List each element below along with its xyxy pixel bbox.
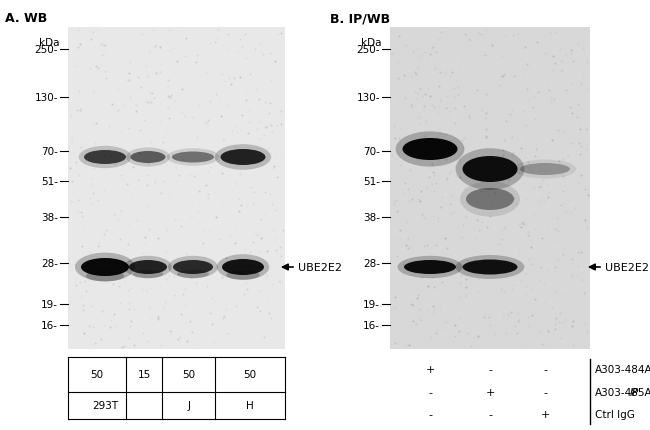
Text: kDa: kDa [361, 38, 382, 48]
Text: H: H [246, 401, 254, 411]
Text: -: - [428, 409, 432, 419]
Text: +: + [540, 409, 550, 419]
Ellipse shape [84, 150, 126, 165]
Text: 70-: 70- [41, 147, 58, 157]
Ellipse shape [168, 256, 218, 279]
Text: -: - [488, 409, 492, 419]
Text: 38-: 38- [363, 212, 380, 222]
Text: 130-: 130- [34, 93, 58, 103]
Ellipse shape [226, 270, 260, 280]
Text: A303-485A: A303-485A [595, 387, 650, 397]
Ellipse shape [86, 271, 124, 282]
Text: 16-: 16- [363, 320, 380, 330]
Bar [68, 28, 285, 349]
Ellipse shape [131, 152, 166, 164]
Text: 250-: 250- [356, 45, 380, 55]
Ellipse shape [514, 160, 577, 179]
Text: IP: IP [630, 387, 639, 397]
Text: 28-: 28- [363, 258, 380, 268]
Text: A. WB: A. WB [5, 12, 47, 25]
Text: 50: 50 [244, 370, 257, 380]
Text: 16-: 16- [41, 320, 58, 330]
Text: kDa: kDa [40, 38, 60, 48]
Text: 130-: 130- [356, 93, 380, 103]
Ellipse shape [167, 149, 219, 166]
Ellipse shape [463, 157, 517, 183]
Text: 50: 50 [90, 370, 103, 380]
Ellipse shape [404, 261, 456, 274]
Ellipse shape [172, 152, 214, 163]
Text: +: + [425, 364, 435, 374]
Ellipse shape [173, 261, 213, 274]
Text: -: - [543, 387, 547, 397]
Ellipse shape [456, 255, 525, 280]
Ellipse shape [396, 132, 464, 167]
Text: 19-: 19- [363, 299, 380, 309]
Text: B. IP/WB: B. IP/WB [330, 12, 390, 25]
Ellipse shape [133, 270, 163, 279]
Text: A303-484A: A303-484A [595, 364, 650, 374]
Ellipse shape [520, 164, 570, 175]
Ellipse shape [126, 148, 170, 167]
Text: 19-: 19- [41, 299, 58, 309]
Ellipse shape [79, 147, 131, 169]
Ellipse shape [177, 270, 209, 279]
Text: 50: 50 [183, 370, 196, 380]
Ellipse shape [81, 258, 129, 276]
Text: 293T: 293T [92, 401, 118, 411]
Text: 70-: 70- [363, 147, 380, 157]
Text: -: - [488, 364, 492, 374]
Ellipse shape [398, 256, 463, 279]
Ellipse shape [124, 256, 172, 279]
Text: 28-: 28- [41, 258, 58, 268]
Ellipse shape [216, 255, 269, 280]
Ellipse shape [466, 189, 514, 211]
Ellipse shape [215, 145, 271, 170]
Text: 38-: 38- [41, 212, 58, 222]
Text: Ctrl IgG: Ctrl IgG [595, 409, 635, 419]
Ellipse shape [129, 261, 167, 274]
Text: 51-: 51- [41, 177, 58, 187]
Ellipse shape [463, 260, 517, 275]
Ellipse shape [402, 139, 458, 161]
Text: +: + [486, 387, 495, 397]
Ellipse shape [222, 259, 264, 275]
Text: J: J [187, 401, 190, 411]
Text: 15: 15 [137, 370, 151, 380]
Text: UBE2E2: UBE2E2 [605, 262, 649, 272]
Text: -: - [543, 364, 547, 374]
Ellipse shape [460, 182, 520, 217]
Text: 51-: 51- [363, 177, 380, 187]
Ellipse shape [75, 253, 135, 282]
Text: -: - [428, 387, 432, 397]
Text: 250-: 250- [34, 45, 58, 55]
Ellipse shape [220, 150, 265, 166]
Text: UBE2E2: UBE2E2 [298, 262, 342, 272]
Ellipse shape [456, 149, 525, 190]
Bar [390, 28, 590, 349]
